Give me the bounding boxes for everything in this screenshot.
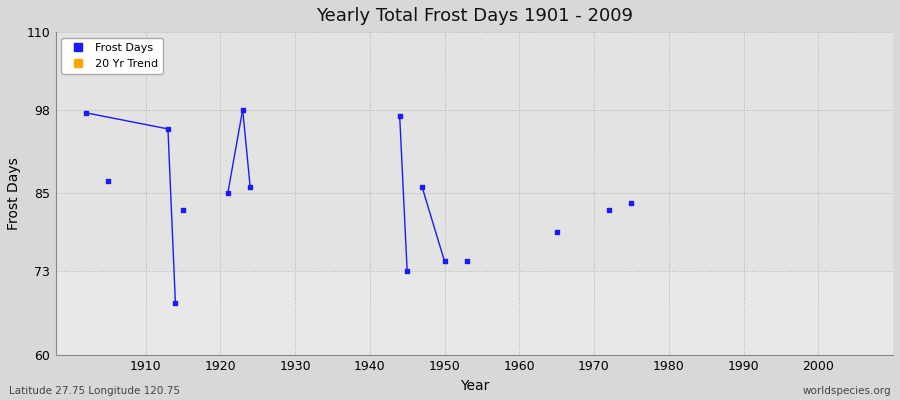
Y-axis label: Frost Days: Frost Days xyxy=(7,157,21,230)
Point xyxy=(460,258,474,264)
Point xyxy=(236,106,250,113)
Legend: Frost Days, 20 Yr Trend: Frost Days, 20 Yr Trend xyxy=(61,38,164,74)
Bar xyxy=(56,32,893,271)
Point xyxy=(78,110,93,116)
X-axis label: Year: Year xyxy=(460,379,489,393)
Point xyxy=(176,206,190,213)
Point xyxy=(400,268,414,274)
Point xyxy=(550,229,564,236)
Text: Latitude 27.75 Longitude 120.75: Latitude 27.75 Longitude 120.75 xyxy=(9,386,180,396)
Title: Yearly Total Frost Days 1901 - 2009: Yearly Total Frost Days 1901 - 2009 xyxy=(316,7,633,25)
Point xyxy=(415,184,429,190)
Text: worldspecies.org: worldspecies.org xyxy=(803,386,891,396)
Point xyxy=(168,300,183,306)
Point xyxy=(243,184,257,190)
Point xyxy=(625,200,639,206)
Point xyxy=(602,206,616,213)
Point xyxy=(101,177,115,184)
Point xyxy=(161,126,176,132)
Point xyxy=(392,113,407,119)
Point xyxy=(220,190,235,197)
Point xyxy=(437,258,452,264)
